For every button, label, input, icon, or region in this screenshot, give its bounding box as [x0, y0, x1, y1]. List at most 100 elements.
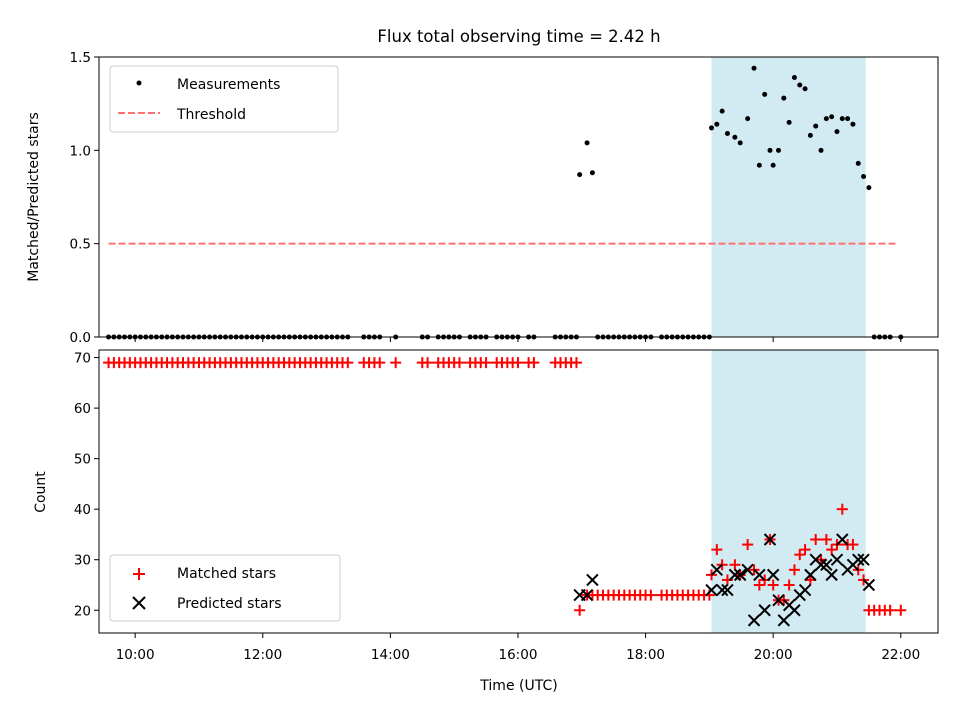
x-tick-label: 10:00 [116, 647, 155, 663]
measurement-point [719, 108, 725, 114]
predicted-stars-legend-marker [132, 596, 146, 610]
x-tick-label: 18:00 [626, 647, 665, 663]
measurement-point [823, 116, 829, 122]
measurement-point [714, 121, 720, 127]
matched-star-point [742, 539, 754, 551]
measurement-point [732, 134, 738, 140]
predicted-star-point [857, 553, 870, 566]
matched-star-point [836, 503, 848, 515]
matched-stars-legend-marker [133, 568, 145, 580]
measurement-point [850, 121, 856, 127]
measurement-point [807, 132, 813, 138]
predicted-star-point [766, 568, 780, 582]
matched-star-point [374, 357, 386, 369]
predicted-star-point [734, 568, 747, 582]
x-tick-label: 16:00 [499, 647, 538, 663]
matched-star-point [729, 559, 741, 571]
top-legend-box [109, 65, 339, 133]
predicted-star-point [721, 583, 734, 597]
measurement-point [767, 147, 773, 153]
bottom-y-tick-label: 70 [74, 351, 91, 367]
top-y-tick-label: 1.0 [70, 143, 91, 159]
predicted-star-point [788, 604, 801, 617]
x-tick-label: 20:00 [754, 647, 793, 663]
measurement-point [845, 116, 851, 122]
predicted-stars-legend-label: Predicted stars [177, 596, 282, 612]
predicted-star-point [814, 558, 828, 571]
predicted-star-point [825, 568, 838, 582]
predicted-star-point [820, 558, 833, 571]
predicted-star-point [747, 614, 761, 627]
measurement-point [839, 116, 845, 122]
measurement-point [781, 95, 787, 101]
measurement-point [724, 131, 730, 137]
measurements-legend-label: Measurements [177, 77, 280, 93]
matched-star-point [826, 544, 838, 556]
predicted-star-point [758, 604, 771, 617]
bottom-plot-frame [98, 349, 939, 634]
predicted-star-point [862, 578, 876, 592]
top-legend: Measurements Threshold [109, 65, 339, 133]
top-y-tick-label: 0.0 [70, 330, 91, 346]
measurement-point [813, 123, 819, 129]
bottom-shaded-interval [711, 350, 866, 633]
predicted-star-point [580, 588, 594, 602]
measurement-point [770, 162, 776, 168]
measurement-point [818, 147, 824, 153]
measurement-point [786, 119, 792, 125]
measurement-point [577, 172, 583, 178]
matched-star-point [788, 564, 800, 576]
matched-star-point [753, 579, 765, 591]
predicted-star-point [586, 573, 599, 587]
predicted-star-point [836, 533, 849, 546]
matched-star-point [847, 539, 859, 551]
top-panel: 0.0 0.5 1.0 1.5 Matched/Predicted stars Mea… [26, 50, 939, 346]
measurement-point [709, 125, 715, 131]
bottom-y-tick-label: 20 [74, 603, 91, 619]
x-tick-label: 22:00 [881, 647, 920, 663]
measurement-point [834, 129, 840, 135]
measurement-point [756, 162, 762, 168]
measurement-point [775, 147, 781, 153]
measurement-point [797, 82, 803, 88]
measurement-point [584, 140, 590, 146]
matched-stars-series [103, 357, 907, 616]
chart-title: Flux total observing time = 2.42 h [377, 27, 660, 46]
top-y-tick-label: 1.5 [70, 50, 91, 66]
matched-star-point [528, 357, 540, 369]
predicted-star-point [763, 533, 777, 546]
predicted-star-point [753, 568, 766, 582]
matched-star-point [783, 579, 795, 591]
measurement-point [589, 170, 595, 176]
x-tick-label: 12:00 [243, 647, 282, 663]
measurement-point [861, 173, 867, 179]
matched-star-point [884, 604, 896, 616]
predicted-stars-series [573, 533, 876, 627]
matched-star-point [422, 357, 434, 369]
matched-stars-legend-label: Matched stars [177, 566, 276, 582]
top-y-axis: 0.0 0.5 1.0 1.5 [70, 50, 99, 346]
bottom-y-axis: 20 30 40 50 60 70 [74, 351, 99, 619]
matched-star-point [574, 604, 586, 616]
measurement-point [802, 86, 808, 92]
predicted-star-point [798, 583, 812, 597]
measurement-point [791, 75, 797, 81]
measurement-point [737, 140, 743, 146]
predicted-star-point [741, 563, 754, 577]
bottom-y-tick-label: 30 [74, 553, 91, 569]
bottom-panel: 20 30 40 50 60 70 10:00 12:00 14:00 16:00 18:00 20… [33, 349, 939, 694]
matched-star-point [820, 534, 832, 546]
predicted-star-point [777, 614, 791, 627]
x-tick-label: 14:00 [371, 647, 410, 663]
bottom-legend: Matched stars Predicted stars [109, 554, 341, 622]
matched-star-point [453, 357, 465, 369]
matched-star-point [342, 357, 354, 369]
bottom-x-axis: 10:00 12:00 14:00 16:00 18:00 20:00 22:00 [116, 633, 920, 663]
matched-star-point [767, 579, 779, 591]
predicted-star-point [772, 593, 785, 607]
matched-star-point [810, 534, 822, 546]
top-shaded-interval [711, 57, 866, 337]
measurement-point [829, 114, 835, 120]
matched-star-point [480, 357, 492, 369]
